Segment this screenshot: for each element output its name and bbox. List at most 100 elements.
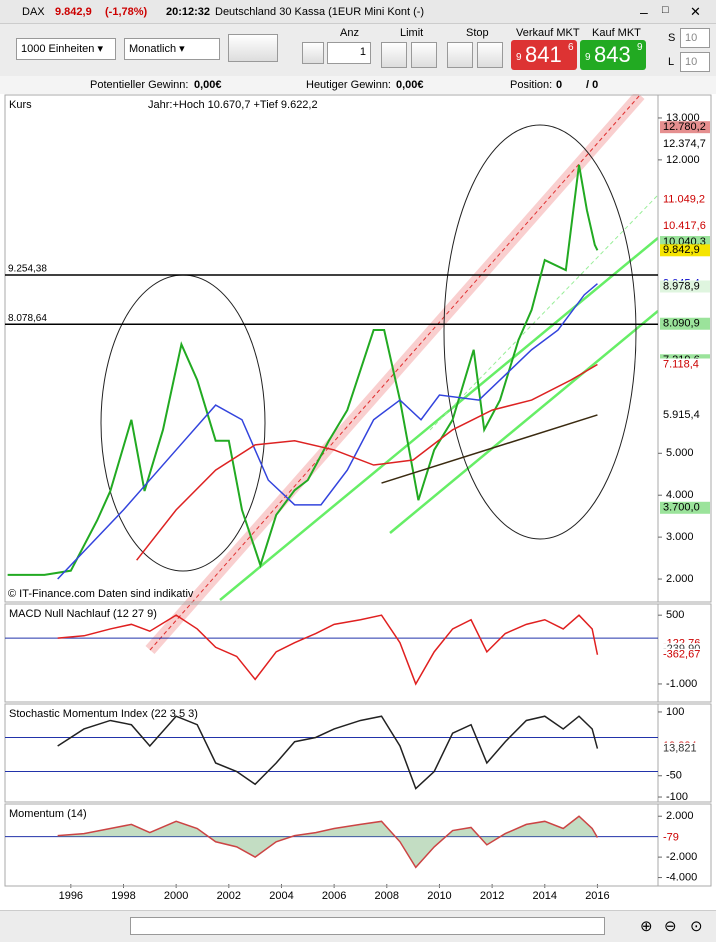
y-tick-label: 100	[666, 706, 684, 718]
price-tag-label: -79	[663, 831, 679, 843]
y-tick-label: -50	[666, 770, 682, 782]
pane-frame	[4, 94, 712, 603]
stop-label: Stop	[466, 27, 489, 39]
price-tag-label: 13,821	[663, 743, 697, 755]
price-tag-label: 7.118,4	[663, 358, 699, 370]
series-line	[381, 414, 598, 484]
time: 20:12:32	[166, 6, 211, 18]
instrument: DAX	[22, 6, 45, 18]
pos2: / 0	[586, 79, 599, 91]
series-line	[7, 164, 599, 576]
y-tick-label: -4.000	[666, 871, 697, 883]
y-tick-label: 5.000	[666, 447, 694, 459]
title-bar: DAX 9.842,9 (-1,78%) 20:12:32 Deutschlan…	[0, 0, 716, 24]
price-tag-label: 12.374,7	[663, 138, 706, 150]
pane-subtitle: Jahr:+Hoch 10.670,7 +Tief 9.622,2	[148, 99, 318, 111]
limit-sell[interactable]	[411, 42, 437, 68]
s-label: S	[668, 32, 676, 44]
units: 1000 Einheiten	[21, 43, 95, 55]
y-tick-label: 500	[666, 609, 684, 621]
buy-sup: 9	[637, 42, 643, 53]
x-tick-label: 2006	[322, 890, 346, 902]
pane-title: Stochastic Momentum Index (22 3 5 3)	[9, 708, 198, 720]
maximize[interactable]: □	[662, 4, 669, 16]
zoom-out[interactable]: ⊖	[664, 918, 677, 935]
units-select[interactable]: 1000 Einheiten ▾	[16, 38, 116, 60]
stop-sell[interactable]	[477, 42, 503, 68]
chart-group: Kurs Jahr:+Hoch 10.670,7 +Tief 9.622,2 © I…	[4, 94, 712, 902]
minimize[interactable]: –	[640, 4, 648, 20]
sell-label: Verkauf MKT	[516, 27, 580, 39]
price-tag	[660, 358, 710, 371]
x-tick-label: 2008	[375, 890, 399, 902]
l-value: 10	[685, 56, 698, 68]
price-tag	[660, 138, 710, 151]
info-bar: Potentieller Gewinn: 0,00€ Heutiger Gewi…	[0, 76, 716, 94]
stop-buy[interactable]	[447, 42, 473, 68]
pane-title: Momentum (14)	[9, 808, 87, 820]
today-label: Heutiger Gewinn:	[306, 79, 391, 91]
price-tag	[660, 831, 710, 844]
sell-button[interactable]: 9 841 6	[511, 40, 577, 70]
price-tag	[660, 501, 710, 514]
today: 0,00€	[396, 79, 424, 91]
scrollbar[interactable]	[130, 917, 605, 935]
x-tick-label: 1998	[111, 890, 135, 902]
buy-big: 843	[594, 42, 631, 67]
period: Monatlich	[129, 43, 177, 55]
settings-button[interactable]	[302, 42, 324, 64]
price-tag	[660, 193, 710, 206]
y-tick-label: 4.000	[666, 489, 694, 501]
pane-title: MACD Null Nachlauf (12 27 9)	[9, 608, 157, 620]
price-tag-label: 11.049,2	[663, 194, 705, 206]
limit-buy[interactable]	[381, 42, 407, 68]
pane-title: Kurs	[9, 99, 32, 111]
price-tag	[660, 408, 710, 421]
change: (-1,78%)	[105, 6, 148, 18]
l-label: L	[668, 56, 675, 68]
y-tick-label: -100	[666, 791, 688, 803]
price-tag	[660, 244, 710, 257]
price-tag-label: 8.090,9	[663, 318, 700, 330]
buy-label: Kauf MKT	[592, 27, 641, 39]
price-tag-label: 8.978,9	[663, 280, 700, 292]
pane-frame	[4, 603, 712, 703]
buy-small: 9	[585, 52, 591, 63]
l-input[interactable]: 10	[680, 52, 710, 72]
trend-line	[389, 310, 659, 534]
sell-big: 841	[525, 42, 562, 67]
s-value: 10	[685, 32, 698, 44]
s-input[interactable]: 10	[680, 28, 710, 48]
x-tick-label: 2002	[217, 890, 241, 902]
x-tick-label: 2010	[427, 890, 451, 902]
price-tag	[660, 220, 710, 233]
limit-label: Limit	[400, 27, 424, 39]
chart-type-button[interactable]	[228, 34, 278, 62]
pane-frame	[4, 803, 712, 887]
period-select[interactable]: Monatlich ▾	[124, 38, 220, 60]
annotation: © IT-Finance.com Daten sind indikativ	[8, 588, 194, 600]
y-tick-label: 12.000	[666, 154, 700, 166]
instrument-name: Deutschland 30 Kassa (1EUR Mini Kont (-)	[215, 6, 425, 18]
ellipse	[443, 124, 637, 540]
sell-sup: 6	[568, 42, 574, 53]
charts: Kurs Jahr:+Hoch 10.670,7 +Tief 9.622,2 © I…	[0, 94, 716, 942]
series-line	[57, 815, 599, 869]
h-line-label: 8.078,64	[8, 313, 47, 324]
trend-line	[429, 194, 659, 431]
zoom-reset[interactable]: ⊙	[690, 918, 703, 935]
buy-button[interactable]: 9 843 9	[580, 40, 646, 70]
y-tick-label: -2.000	[666, 851, 697, 863]
y-tick-label: 3.000	[666, 531, 694, 543]
price-tag-label: 5.915,4	[663, 409, 700, 421]
qty-input[interactable]: 1	[327, 42, 371, 64]
y-tick-label: 13.000	[666, 112, 700, 124]
close[interactable]: ✕	[690, 4, 701, 19]
price-tag-label: 12.780,2	[663, 121, 706, 133]
x-tick-label: 1996	[59, 890, 83, 902]
zoom-in[interactable]: ⊕	[640, 918, 653, 935]
h-line-label: 9.254,38	[8, 264, 47, 275]
price-tag	[660, 121, 710, 134]
price-tag-label: -362,67	[663, 649, 700, 661]
